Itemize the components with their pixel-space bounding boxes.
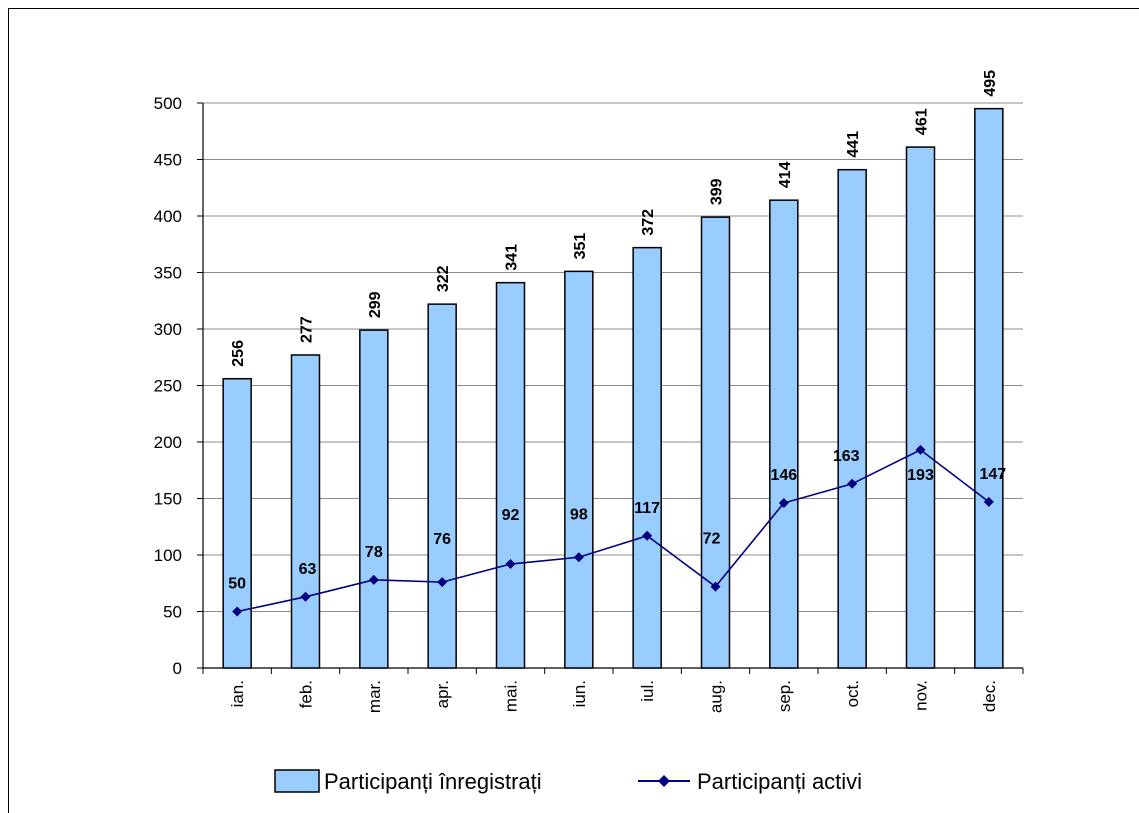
x-tick-label: mar. [365, 680, 384, 713]
x-tick-label: iun. [570, 680, 589, 707]
legend-swatch-bars [274, 769, 320, 793]
line-value-label: 163 [833, 448, 860, 465]
line-marker [778, 498, 789, 509]
line-value-label: 193 [907, 467, 934, 484]
line-value-label: 92 [502, 507, 520, 524]
y-tick-label: 350 [154, 264, 182, 283]
line-value-label: 63 [299, 561, 317, 578]
legend-label-bars: Participanți înregistrați [324, 769, 542, 794]
line-marker [573, 552, 584, 563]
y-tick-label: 500 [154, 94, 182, 113]
legend: Participanți înregistrați Participanți a… [274, 769, 862, 794]
gridlines [203, 102, 1023, 612]
line-marker [915, 444, 926, 455]
bar-value-label: 277 [299, 316, 316, 343]
data-labels: 256 277 299 322 341 351 372 399 414 441 461 495 50 63… [228, 70, 1006, 593]
bar [837, 168, 867, 669]
bar-value-label: 495 [982, 70, 999, 97]
line-marker [710, 581, 721, 592]
line-marker [368, 574, 379, 585]
bar-value-label: 256 [230, 340, 247, 367]
line-value-label: 76 [433, 531, 451, 548]
bar-value-label: 441 [845, 131, 862, 158]
bar [974, 107, 1004, 669]
bar-value-label: 414 [777, 161, 794, 188]
line-value-label: 117 [634, 500, 660, 517]
y-tick-label: 150 [154, 490, 182, 509]
active-line [236, 448, 990, 613]
x-tick-label: dec. [980, 680, 999, 712]
x-tick-label: aug. [707, 680, 726, 713]
line-marker [232, 606, 243, 617]
x-tick-label: oct. [843, 680, 862, 707]
line-marker [505, 559, 516, 570]
x-tick-label: sep. [775, 680, 794, 712]
bar [222, 377, 252, 669]
line-marker [437, 577, 448, 588]
bar [290, 354, 321, 669]
bar [632, 246, 662, 669]
line-value-label: 78 [365, 544, 383, 561]
bar [359, 329, 389, 669]
line-marker [642, 530, 653, 541]
line-value-label: 50 [228, 576, 246, 593]
bar [495, 281, 526, 669]
line-marker [983, 496, 994, 507]
y-tick-label: 0 [173, 659, 182, 678]
bar-series [222, 107, 1004, 669]
bar-value-label: 341 [504, 244, 521, 271]
legend-label-line: Participanți activi [697, 769, 862, 794]
y-tick-label: 450 [154, 151, 182, 170]
y-tick-label: 400 [154, 207, 182, 226]
y-tick-label: 100 [154, 546, 182, 565]
bar-value-label: 399 [709, 178, 726, 205]
x-tick-label: apr. [433, 680, 452, 708]
line-series [232, 444, 994, 617]
x-tick-label: iul. [638, 680, 657, 702]
y-tick-label: 200 [154, 433, 182, 452]
y-tick-label: 300 [154, 320, 182, 339]
bar [905, 146, 936, 669]
line-marker [847, 478, 858, 489]
bar-value-label: 351 [572, 233, 589, 260]
x-tick-label: ian. [228, 680, 247, 707]
bar-value-label: 372 [640, 209, 657, 236]
legend-swatch-marker [658, 775, 670, 787]
y-tick-label: 250 [154, 377, 182, 396]
line-value-label: 72 [703, 531, 721, 548]
y-tick-label: 50 [163, 603, 182, 622]
bar [564, 270, 594, 669]
x-tick-label: feb. [297, 680, 316, 708]
x-tick-label: nov. [912, 680, 931, 711]
line-value-label: 146 [770, 467, 797, 484]
bar [427, 303, 457, 669]
bar [700, 216, 731, 669]
chart-frame [8, 8, 1139, 813]
line-value-label: 147 [979, 466, 1006, 483]
bar [769, 199, 799, 669]
x-tick-label: mai. [502, 680, 521, 712]
axes: 0 50 100 150 200 250 300 350 400 450 500 ian. feb. ma… [154, 94, 1024, 713]
bar-value-label: 299 [367, 291, 384, 318]
line-value-label: 98 [570, 506, 588, 523]
line-marker [300, 591, 311, 602]
bar-value-label: 322 [435, 265, 452, 292]
bar-value-label: 461 [914, 108, 931, 135]
